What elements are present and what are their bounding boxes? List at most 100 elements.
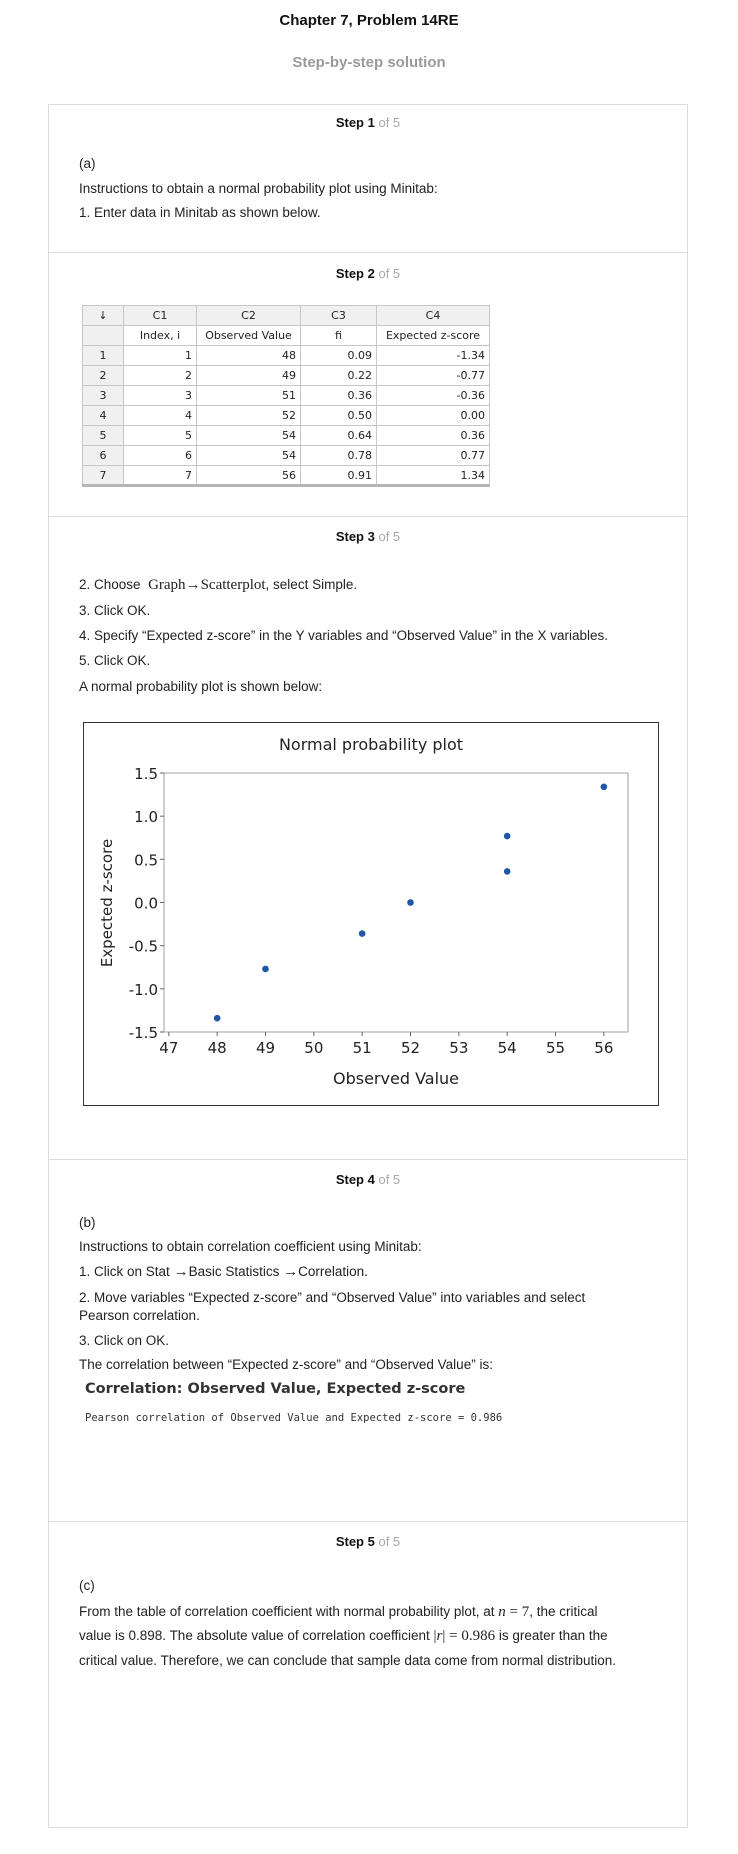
arrow-icon: → xyxy=(173,1264,189,1280)
instruction-text: 2. Move variables “Expected z-score” and… xyxy=(79,1290,586,1305)
step-count: of 5 xyxy=(378,266,401,281)
minitab-worksheet: ↓ C1 C2 C3 C4 Index, i Observed Value fi… xyxy=(82,305,490,487)
conclusion-text: value is 0.898. The absolute value of co… xyxy=(79,1626,659,1646)
instruction-text: 3. Click on OK. xyxy=(79,1333,170,1348)
step-5: Step 5 of 5 (c) From the table of correl… xyxy=(49,1521,687,1828)
instruction-text: 3. Click OK. xyxy=(79,603,151,618)
menu-scatterplot: Scatterplot xyxy=(200,577,266,593)
table-row: 3 3 51 0.36 -0.36 xyxy=(82,385,490,406)
column-name: Expected z-score xyxy=(376,325,490,346)
data-point xyxy=(503,832,511,840)
arrow-icon: → xyxy=(185,577,201,593)
table-cell: 0.64 xyxy=(300,425,377,446)
x-tick-label: 51 xyxy=(353,1039,372,1057)
table-cell: 1 xyxy=(123,345,197,366)
plot-area xyxy=(163,772,629,1033)
step-4: Step 4 of 5 (b) Instructions to obtain c… xyxy=(49,1159,687,1522)
solution-container: Step 1 of 5 (a) Instructions to obtain a… xyxy=(48,104,688,1828)
table-cell: 2 xyxy=(123,365,197,386)
table-cell: 5 xyxy=(123,425,197,446)
step-label: Step 4 xyxy=(335,1172,375,1187)
table-cell: 51 xyxy=(196,385,301,406)
table-row: 6 6 54 0.78 0.77 xyxy=(82,445,490,466)
table-cell: 0.36 xyxy=(376,425,490,446)
instruction-text: A normal probability plot is shown below… xyxy=(79,679,323,694)
x-tick-label: 49 xyxy=(256,1039,275,1057)
data-points xyxy=(213,783,608,1022)
text-fragment: , the critical xyxy=(529,1604,598,1619)
table-cell: 48 xyxy=(196,345,301,366)
step-label: Step 3 xyxy=(335,529,375,544)
instruction-text: Instructions to obtain a normal probabil… xyxy=(79,181,438,196)
table-cell: 3 xyxy=(123,385,197,406)
minitab-output-title: Correlation: Observed Value, Expected z-… xyxy=(85,1381,466,1397)
step-4-heading: Step 4 of 5 xyxy=(49,1172,687,1187)
page-title: Chapter 7, Problem 14RE xyxy=(279,12,459,29)
x-tick-label: 52 xyxy=(401,1039,420,1057)
data-point xyxy=(358,930,366,937)
table-row: 4 4 52 0.50 0.00 xyxy=(82,405,490,426)
y-tick-label: 0.5 xyxy=(134,851,158,869)
instruction-text: 2. Choose Graph→Scatterplot, select Simp… xyxy=(79,575,659,595)
part-label: (c) xyxy=(79,1578,95,1593)
step-2: Step 2 of 5 ↓ C1 C2 C3 C4 Index, i Obser… xyxy=(49,252,687,517)
row-header: 5 xyxy=(82,425,124,446)
text-fragment: From the table of correlation coefficien… xyxy=(79,1604,495,1619)
x-axis-label: Observed Value xyxy=(333,1069,459,1088)
column-header: C3 xyxy=(300,305,377,326)
instruction-text: 5. Click OK. xyxy=(79,653,151,668)
table-cell: 0.77 xyxy=(376,445,490,466)
x-tick-label: 53 xyxy=(449,1039,468,1057)
table-cell: 49 xyxy=(196,365,301,386)
table-cell: 0.36 xyxy=(300,385,377,406)
row-header: 1 xyxy=(82,345,124,366)
step-3-heading: Step 3 of 5 xyxy=(49,529,687,544)
y-tick-label: -1.5 xyxy=(129,1024,158,1042)
x-tick-label: 48 xyxy=(208,1039,227,1057)
table-cell: 52 xyxy=(196,405,301,426)
step-1-heading: Step 1 of 5 xyxy=(49,115,687,130)
y-tick-label: 1.0 xyxy=(134,808,158,826)
y-tick-label: 0.0 xyxy=(134,895,158,913)
abs-bar: | xyxy=(442,1628,446,1644)
y-tick-label: 1.5 xyxy=(134,765,158,783)
data-point xyxy=(600,783,608,791)
table-cell: 0.78 xyxy=(300,445,377,466)
chart-title: Normal probability plot xyxy=(279,735,463,754)
part-label: (a) xyxy=(79,156,96,171)
x-tick-label: 55 xyxy=(546,1039,565,1057)
column-name: Observed Value xyxy=(196,325,301,346)
step-label: Step 5 xyxy=(335,1534,375,1549)
data-point xyxy=(407,899,414,906)
table-row: 2 2 49 0.22 -0.77 xyxy=(82,365,490,386)
table-cell: 4 xyxy=(123,405,197,426)
y-axis: 1.5 1.0 0.5 0.0 -0.5 -1.0 -1.5 xyxy=(129,765,164,1042)
table-cell: 0.00 xyxy=(376,405,490,426)
table-cell: -0.36 xyxy=(376,385,490,406)
x-tick-label: 47 xyxy=(159,1039,178,1057)
table-cell: 1.34 xyxy=(376,465,490,487)
row-header: 3 xyxy=(82,385,124,406)
row-header: 7 xyxy=(82,465,124,487)
x-tick-label: 54 xyxy=(498,1039,517,1057)
table-row: 7 7 56 0.91 1.34 xyxy=(82,465,490,487)
column-header: C2 xyxy=(196,305,301,326)
menu-correlation: Correlation. xyxy=(298,1264,368,1279)
step-count: of 5 xyxy=(378,1172,401,1187)
conclusion-text: critical value. Therefore, we can conclu… xyxy=(79,1653,617,1668)
menu-graph: Graph xyxy=(148,577,186,593)
column-header: C1 xyxy=(123,305,197,326)
step-2-heading: Step 2 of 5 xyxy=(49,266,687,281)
table-cell: 7 xyxy=(123,465,197,487)
arrow-icon: → xyxy=(283,1264,299,1280)
table-cell: 0.50 xyxy=(300,405,377,426)
choose-suffix: , select Simple. xyxy=(265,577,358,592)
math-variable: r xyxy=(436,1628,443,1644)
column-name: Index, i xyxy=(123,325,197,346)
instruction-text: 1. Enter data in Minitab as shown below. xyxy=(79,205,321,220)
table-row: 1 1 48 0.09 -1.34 xyxy=(82,345,490,366)
row-header xyxy=(82,325,124,346)
part-label: (b) xyxy=(79,1215,96,1230)
table-cell: 0.91 xyxy=(300,465,377,487)
text-fragment: is greater than the xyxy=(498,1628,608,1643)
